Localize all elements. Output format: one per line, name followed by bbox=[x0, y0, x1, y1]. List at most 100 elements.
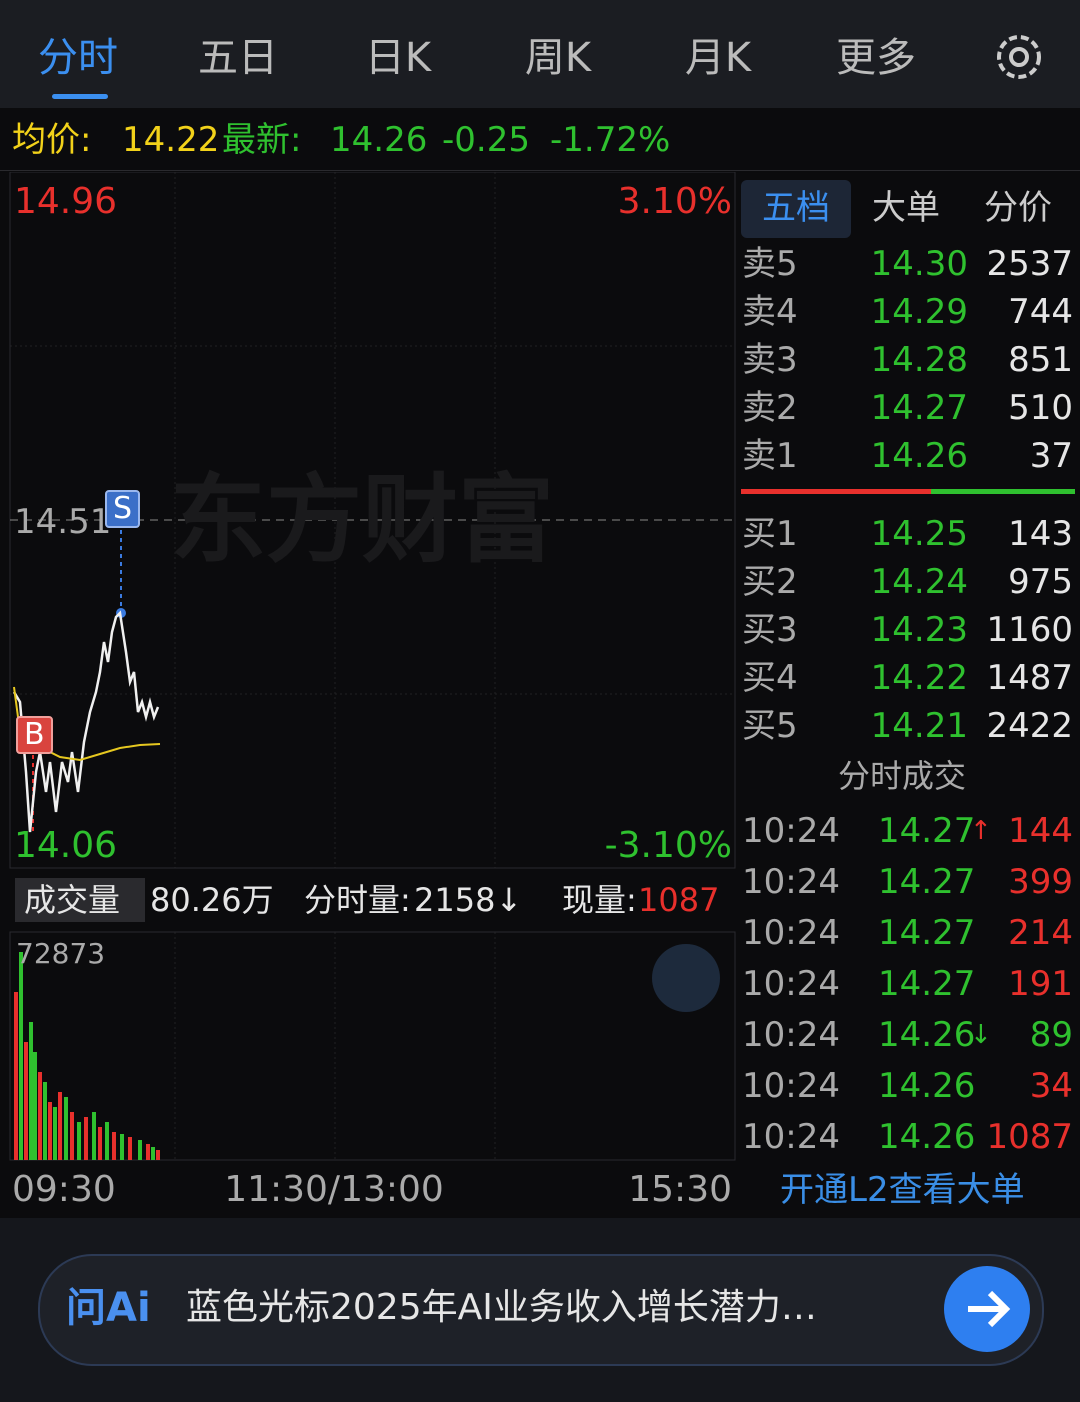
level-price: 14.23 bbox=[870, 610, 968, 650]
chart bbox=[9, 172, 736, 1161]
level-volume: 1487 bbox=[986, 658, 1073, 698]
time-label: 09:30 bbox=[12, 1169, 116, 1210]
tab[interactable]: 分时 bbox=[38, 35, 118, 81]
trade-volume: 34 bbox=[1029, 1066, 1073, 1106]
expand-button[interactable] bbox=[652, 944, 720, 1012]
level-volume: 2537 bbox=[986, 244, 1073, 284]
level-price: 14.28 bbox=[870, 340, 968, 380]
trade-volume: 399 bbox=[1008, 862, 1073, 902]
level-label: 卖1 bbox=[742, 436, 798, 476]
level-label: 卖5 bbox=[742, 244, 798, 284]
level-label: 买3 bbox=[742, 610, 798, 650]
settings-icon[interactable] bbox=[990, 28, 1048, 86]
avg-price: 14.22 bbox=[122, 120, 220, 160]
level-price: 14.25 bbox=[870, 514, 968, 554]
current-volume-label: 现量: bbox=[562, 881, 637, 919]
trade-time: 10:24 bbox=[742, 964, 840, 1004]
level-price: 14.22 bbox=[870, 658, 968, 698]
tab-highlight bbox=[741, 180, 851, 238]
level-volume: 37 bbox=[1029, 436, 1073, 476]
trade-volume: 214 bbox=[1008, 913, 1073, 953]
level-label: 买4 bbox=[742, 658, 798, 698]
tab-bar bbox=[0, 0, 1080, 108]
trade-price: 14.27 bbox=[878, 862, 976, 902]
tab-underline bbox=[52, 94, 108, 99]
ask-bar bbox=[741, 489, 931, 494]
time-label: 15:30 bbox=[628, 1169, 732, 1210]
volume-max: 72873 bbox=[16, 937, 106, 970]
level-label: 买2 bbox=[742, 562, 798, 602]
level-price: 14.26 bbox=[870, 436, 968, 476]
price-high: 14.96 bbox=[14, 181, 118, 222]
level-volume: 851 bbox=[1008, 340, 1073, 380]
trade-time: 10:24 bbox=[742, 811, 840, 851]
orderbook-tab[interactable]: 五档 bbox=[762, 188, 830, 228]
level-price: 14.30 bbox=[870, 244, 968, 284]
trades-title[interactable]: 分时成交 bbox=[838, 757, 967, 795]
pct-high: 3.10% bbox=[617, 181, 732, 222]
orderbook-tab[interactable]: 分价 bbox=[984, 188, 1052, 228]
latest-price: 14.26 bbox=[330, 120, 428, 160]
trade-time: 10:24 bbox=[742, 1066, 840, 1106]
orderbook-tab[interactable]: 大单 bbox=[872, 188, 940, 228]
level-price: 14.29 bbox=[870, 292, 968, 332]
volume-selector-bg[interactable] bbox=[15, 878, 145, 922]
trade-arrow: ↑ bbox=[970, 816, 992, 846]
trade-time: 10:24 bbox=[742, 1117, 840, 1157]
level-volume: 143 bbox=[1008, 514, 1073, 554]
level-volume: 2422 bbox=[986, 706, 1073, 746]
price-mid: 14.51 bbox=[14, 502, 112, 542]
level-label: 买5 bbox=[742, 706, 798, 746]
trade-price: 14.27 bbox=[878, 811, 976, 851]
level-price: 14.27 bbox=[870, 388, 968, 428]
level-volume: 975 bbox=[1008, 562, 1073, 602]
level-volume: 744 bbox=[1008, 292, 1073, 332]
divider bbox=[0, 170, 1080, 171]
ai-send[interactable] bbox=[944, 1266, 1030, 1352]
tab[interactable]: 五日 bbox=[198, 35, 278, 81]
change-pct: -1.72% bbox=[550, 120, 671, 160]
trade-volume: 89 bbox=[1029, 1015, 1073, 1055]
level-label: 卖3 bbox=[742, 340, 798, 380]
watermark: 东方财富 bbox=[170, 464, 554, 576]
level-volume: 1160 bbox=[986, 610, 1073, 650]
trade-volume: 191 bbox=[1008, 964, 1073, 1004]
trade-arrow: ↓ bbox=[970, 1020, 992, 1050]
price-low: 14.06 bbox=[14, 825, 118, 866]
latest-label: 最新: bbox=[222, 120, 302, 160]
ai-brand: 问Ai bbox=[66, 1285, 151, 1331]
trade-price: 14.26 bbox=[878, 1015, 976, 1055]
trade-time: 10:24 bbox=[742, 862, 840, 902]
current-volume: 1087 bbox=[638, 881, 720, 919]
volume-selector[interactable]: 成交量 bbox=[24, 881, 121, 919]
volume-total: 80.26万 bbox=[150, 881, 274, 919]
level-label: 卖4 bbox=[742, 292, 798, 332]
trade-volume: 1087 bbox=[986, 1117, 1073, 1157]
trade-price: 14.26 bbox=[878, 1117, 976, 1157]
l2-promo[interactable]: 开通L2查看大单 bbox=[780, 1170, 1025, 1210]
level-price: 14.24 bbox=[870, 562, 968, 602]
change: -0.25 bbox=[442, 120, 530, 160]
tab[interactable]: 月K bbox=[684, 35, 752, 81]
avg-label: 均价: bbox=[12, 120, 92, 160]
sell-marker: S bbox=[105, 490, 141, 528]
trade-price: 14.26 bbox=[878, 1066, 976, 1106]
ai-input[interactable] bbox=[38, 1254, 1044, 1366]
period-volume-label: 分时量: bbox=[304, 881, 411, 919]
tab[interactable]: 更多 bbox=[836, 35, 916, 81]
ai-prompt[interactable]: 蓝色光标2025年AI业务收入增长潜力… bbox=[186, 1287, 817, 1328]
level-label: 卖2 bbox=[742, 388, 798, 428]
trade-price: 14.27 bbox=[878, 964, 976, 1004]
pct-low: -3.10% bbox=[604, 825, 732, 866]
tab[interactable]: 日K bbox=[364, 35, 432, 81]
tab[interactable]: 周K bbox=[524, 35, 592, 81]
period-volume: 2158↓ bbox=[414, 881, 523, 919]
trade-volume: 144 bbox=[1008, 811, 1073, 851]
trade-time: 10:24 bbox=[742, 913, 840, 953]
bid-bar bbox=[931, 489, 1075, 494]
buy-marker: B bbox=[16, 716, 53, 754]
level-price: 14.21 bbox=[870, 706, 968, 746]
trade-time: 10:24 bbox=[742, 1015, 840, 1055]
level-label: 买1 bbox=[742, 514, 798, 554]
